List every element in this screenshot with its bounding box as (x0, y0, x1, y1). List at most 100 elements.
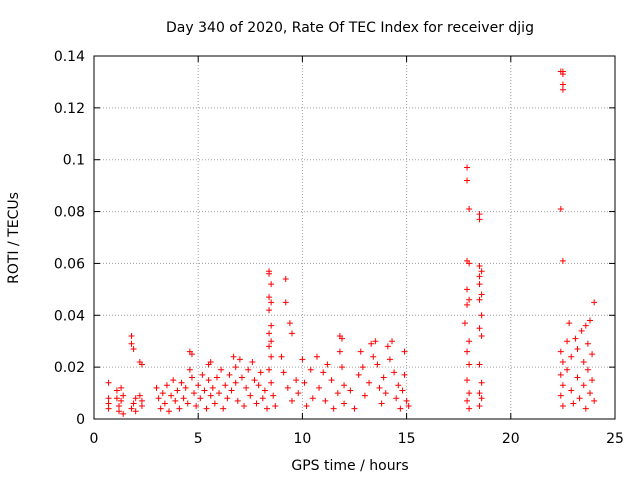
data-point (130, 345, 137, 352)
data-point (105, 395, 112, 402)
data-point (476, 325, 483, 332)
y-tick-label: 0.06 (54, 256, 85, 272)
data-point (184, 400, 191, 407)
data-point (466, 390, 473, 397)
data-point (166, 408, 173, 415)
data-point (384, 343, 391, 350)
data-point (476, 273, 483, 280)
data-point (268, 322, 275, 329)
data-point (568, 387, 575, 394)
data-point (199, 371, 206, 378)
data-point (299, 356, 306, 363)
data-point (251, 377, 258, 384)
data-point (266, 270, 273, 277)
data-point (218, 366, 225, 373)
data-point (116, 403, 123, 410)
data-point (341, 400, 348, 407)
data-point (266, 307, 273, 314)
data-point (391, 369, 398, 376)
data-point (338, 335, 345, 342)
data-point (476, 403, 483, 410)
data-point (284, 384, 291, 391)
data-point (576, 395, 583, 402)
data-point (232, 364, 239, 371)
data-point (584, 366, 591, 373)
data-point (268, 353, 275, 360)
data-point (564, 338, 571, 345)
x-tick-label: 15 (398, 431, 416, 447)
data-point (136, 392, 143, 399)
data-point (359, 364, 366, 371)
axis-ticks: 0 5 10 15 20 25 0 0.02 0.04 0.06 0.08 0.1 0.12 0.14 (54, 49, 624, 447)
data-point (478, 268, 485, 275)
data-point (589, 377, 596, 384)
data-point (478, 291, 485, 298)
data-point (566, 320, 573, 327)
data-point (207, 392, 214, 399)
data-point (295, 390, 302, 397)
data-point (120, 410, 127, 417)
data-point (213, 374, 220, 381)
data-point (347, 387, 354, 394)
data-point (313, 353, 320, 360)
y-tick-label: 0.12 (54, 101, 85, 117)
data-point (461, 320, 468, 327)
data-point (234, 397, 241, 404)
data-point (580, 382, 587, 389)
data-point (309, 395, 316, 402)
data-point (118, 397, 125, 404)
y-tick-label: 0.08 (54, 205, 85, 221)
data-point (226, 371, 233, 378)
data-point (559, 257, 566, 264)
data-point (559, 358, 566, 365)
data-point (564, 366, 571, 373)
data-point (307, 366, 314, 373)
data-point (322, 397, 329, 404)
data-point (113, 387, 120, 394)
data-point (132, 395, 139, 402)
data-point (178, 379, 185, 386)
y-axis-label: ROTI / TECUs (6, 192, 22, 284)
data-point (378, 400, 385, 407)
data-point (395, 382, 402, 389)
data-point (278, 353, 285, 360)
data-point (559, 71, 566, 78)
data-point (591, 397, 598, 404)
data-point (266, 343, 273, 350)
data-point (570, 400, 577, 407)
data-point (280, 369, 287, 376)
data-point (372, 338, 379, 345)
data-point (464, 177, 471, 184)
data-point (282, 275, 289, 282)
data-point (207, 358, 214, 365)
data-point (197, 395, 204, 402)
data-point (268, 299, 275, 306)
grid-lines (94, 56, 615, 419)
data-point (263, 405, 270, 412)
data-point (268, 281, 275, 288)
data-point (559, 86, 566, 93)
data-point (476, 216, 483, 223)
data-point (464, 377, 471, 384)
data-point (324, 361, 331, 368)
data-point (236, 356, 243, 363)
data-point (580, 358, 587, 365)
data-point (478, 333, 485, 340)
data-point (105, 400, 112, 407)
data-point (261, 387, 268, 394)
data-point (401, 371, 408, 378)
data-point (238, 374, 245, 381)
data-point (316, 384, 323, 391)
data-point (557, 371, 564, 378)
y-tick-label: 0.02 (54, 360, 85, 376)
data-point (132, 408, 139, 415)
data-point (209, 384, 216, 391)
data-point (272, 403, 279, 410)
data-point (163, 382, 170, 389)
data-point (230, 353, 237, 360)
data-point (382, 390, 389, 397)
data-point (105, 379, 112, 386)
data-point (268, 379, 275, 386)
data-point (188, 374, 195, 381)
